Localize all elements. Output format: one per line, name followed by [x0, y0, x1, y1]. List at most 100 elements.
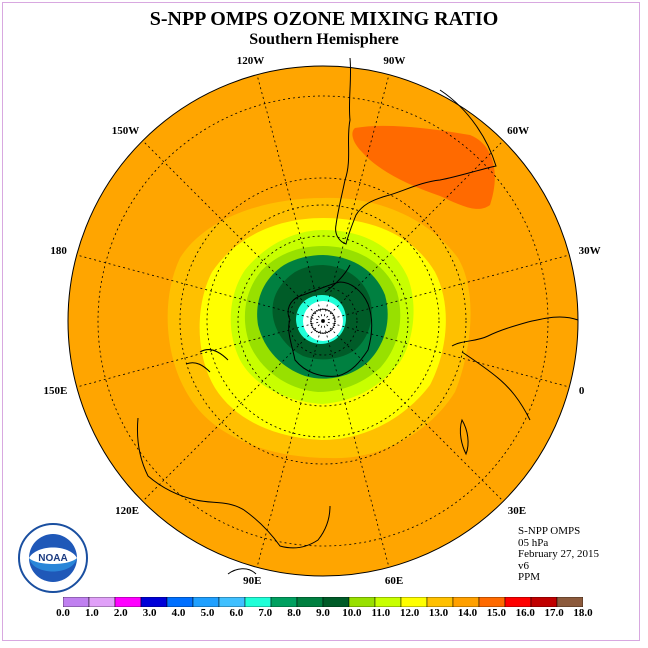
longitude-label: 120E: [115, 505, 139, 518]
pole-dot: [333, 322, 336, 325]
pole-dot: [314, 329, 317, 332]
date-label: February 27, 2015: [518, 548, 599, 560]
pole-dot: [331, 327, 334, 330]
colorbar-swatch: [88, 597, 116, 607]
pole-dot: [332, 325, 335, 328]
colorbar-tick-label: 15.0: [486, 607, 506, 619]
pole-dot: [333, 319, 336, 322]
colorbar-swatch: [348, 597, 376, 607]
meridians: [76, 74, 570, 568]
colorbar-swatch: [530, 597, 558, 607]
colorbar-tick-label: 2.0: [113, 607, 128, 619]
pole-dot: [326, 308, 329, 311]
colorbar-swatch: [478, 597, 506, 607]
longitude-label: 90W: [383, 55, 406, 68]
pole-dot: [332, 313, 335, 316]
colorbar-tick-label: 11.0: [371, 607, 391, 619]
colorbar-swatch: [322, 597, 350, 607]
pole-dot: [324, 308, 327, 311]
pole-dot: [333, 315, 336, 318]
pole-dot: [333, 324, 336, 327]
logo-text: NOAA: [38, 553, 67, 564]
pole-dot: [311, 313, 314, 316]
colorbar-labels: 0.0 1.0 2.0 3.0 4.0 5.0 6.0 7.0 8.0 9.0 10.0 11.0 12…: [0, 607, 648, 621]
longitude-label: 150W: [111, 124, 140, 137]
colorbar-swatch: [556, 597, 583, 607]
colorbar-tick-label: 1.0: [85, 607, 99, 619]
pole-dot: [317, 308, 320, 311]
pole-dot: [310, 324, 313, 327]
product-info: S-NPP OMPS 05 hPa February 27, 2015 v6 P…: [518, 525, 599, 584]
colorbar-swatch: [374, 597, 402, 607]
colorbar: [63, 597, 583, 607]
colorbar-tick-label: 14.0: [457, 607, 478, 619]
pole-dot: [315, 309, 318, 312]
pole-dot: [324, 331, 327, 334]
colorbar-swatch: [296, 597, 324, 607]
plot-frame: [2, 2, 640, 641]
pole-dot: [312, 312, 315, 315]
colorbar-tick-label: 5.0: [200, 607, 215, 619]
pole-dot: [319, 308, 322, 311]
colorbar-tick-label: 3.0: [142, 607, 157, 619]
longitude-label: 0: [578, 384, 585, 397]
colorbar-swatch: [140, 597, 168, 607]
colorbar-swatch: [452, 597, 480, 607]
pole-dot: [329, 329, 332, 332]
pole-dot: [333, 317, 336, 320]
field-15-16-patch: [352, 125, 495, 209]
map-border: [67, 65, 579, 577]
colorbar-tick-label: 17.0: [544, 607, 564, 619]
pole-dot: [319, 331, 322, 334]
colorbar-swatch: [504, 597, 532, 607]
pole-dot: [309, 319, 312, 322]
colorbar-tick-label: 16.0: [515, 607, 535, 619]
version-label: v6: [518, 559, 529, 572]
colorbar-tick-label: 13.0: [428, 607, 449, 619]
pole-dot: [326, 331, 329, 334]
instrument-label: S-NPP OMPS: [518, 525, 581, 537]
longitude-label: 30W: [578, 245, 601, 258]
pole-dot: [310, 315, 313, 318]
graticule: [97, 95, 549, 547]
colorbar-swatch: [63, 597, 90, 607]
colorbar-tick-label: 18.0: [573, 607, 593, 619]
colorbar-swatch: [166, 597, 194, 607]
pole-dot: [327, 309, 330, 312]
colorbar-swatch: [244, 597, 272, 607]
pole-dot: [331, 312, 334, 315]
pole-dot: [311, 325, 314, 328]
colorbar-swatch: [114, 597, 142, 607]
longitude-label: 30E: [507, 505, 527, 518]
colorbar-swatch: [192, 597, 220, 607]
longitude-label: 60W: [507, 124, 530, 137]
colorbar-swatch: [218, 597, 246, 607]
colorbar-tick-label: 8.0: [287, 607, 301, 619]
page-subtitle: Southern Hemisphere: [249, 31, 399, 48]
colorbar-tick-label: 4.0: [171, 607, 186, 619]
longitude-label: 90E: [243, 574, 262, 587]
colorbar-tick-label: 0.0: [56, 607, 70, 619]
units-label: PPM: [518, 571, 541, 583]
pole-dot: [327, 330, 330, 333]
pressure-level-label: 05 hPa: [518, 536, 549, 549]
pole-dot: [310, 317, 313, 320]
colorbar-tick-label: 9.0: [316, 607, 330, 619]
colorbar-tick-label: 12.0: [400, 607, 420, 619]
pole-dot: [310, 322, 313, 325]
pole-dot: [329, 310, 332, 313]
pole-dot: [314, 310, 317, 313]
longitude-label: 120W: [236, 55, 265, 68]
page-title: S-NPP OMPS OZONE MIXING RATIO: [149, 8, 499, 30]
coastlines: [137, 57, 579, 575]
noaa-logo: NOAA: [18, 523, 88, 593]
longitude-label: 150E: [43, 384, 68, 397]
pole-dot: [315, 330, 318, 333]
colorbar-tick-label: 6.0: [229, 607, 244, 619]
colorbar-swatch: [400, 597, 428, 607]
longitude-label: 60E: [384, 574, 404, 587]
colorbar-tick-label: 10.0: [342, 607, 362, 619]
pole-dot: [321, 331, 324, 334]
pole-dot: [317, 331, 320, 334]
